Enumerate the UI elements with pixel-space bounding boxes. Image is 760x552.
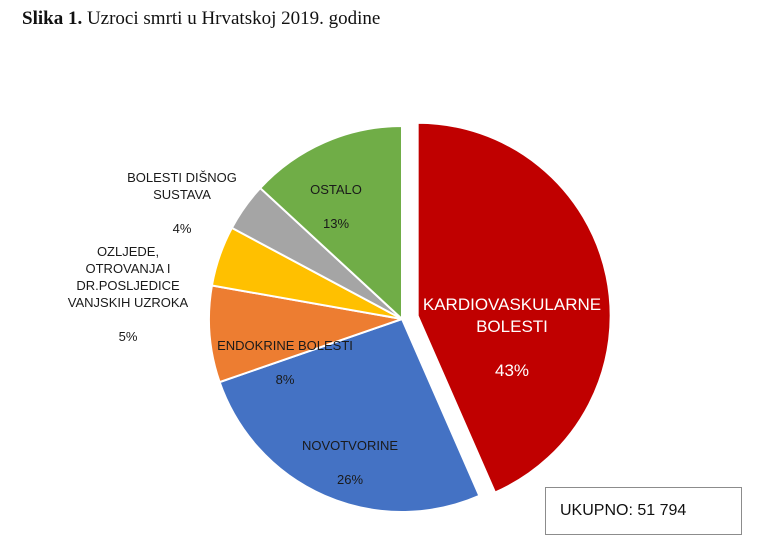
slice-label-ostalo: OSTALO 13% [290,164,382,249]
figure-caption-text: Uzroci smrti u Hrvatskoj 2019. godine [86,8,381,29]
total-box: UKUPNO: 51 794 [545,487,742,535]
slice-percent-novotvorine: 26% [336,472,364,487]
slice-name-ostalo: OSTALO [310,182,362,197]
slice-label-endokrine: ENDOKRINE BOLESTI 8% [210,320,360,405]
pie-slice-kardiovaskularne [416,121,612,494]
total-text: UKUPNO: 51 794 [560,502,687,519]
slice-label-disni: BOLESTI DIŠNOG SUSTAVA 4% [112,152,252,254]
slice-name-endokrine: ENDOKRINE BOLESTI [217,338,353,353]
slice-label-kardiovaskularne: KARDIOVASKULARNE BOLESTI 43% [412,272,612,404]
slice-percent-disni: 4% [172,221,192,236]
slice-name-ozljede: OZLJEDE, OTROVANJA I DR.POSLJEDICE VANJS… [67,244,189,310]
figure-caption-label: Slika 1. [22,8,83,29]
slice-label-ozljede: OZLJEDE, OTROVANJA I DR.POSLJEDICE VANJS… [58,226,198,362]
slice-percent-ozljede: 5% [118,329,138,344]
slice-percent-kardiovaskularne: 43% [494,361,530,380]
slice-name-kardiovaskularne: KARDIOVASKULARNE BOLESTI [422,295,602,336]
pie-slice-novotvorine [218,317,481,513]
pie-slice-ostalo [258,124,403,322]
figure-caption: Slika 1. Uzroci smrti u Hrvatskoj 2019. … [22,8,380,30]
slice-percent-ostalo: 13% [322,216,350,231]
slice-name-disni: BOLESTI DIŠNOG SUSTAVA [127,170,237,202]
slice-label-novotvorine: NOVOTVORINE 26% [280,420,420,505]
pie-slice-endokrine [208,284,406,384]
slice-percent-endokrine: 8% [275,372,295,387]
slice-name-novotvorine: NOVOTVORINE [301,438,399,453]
